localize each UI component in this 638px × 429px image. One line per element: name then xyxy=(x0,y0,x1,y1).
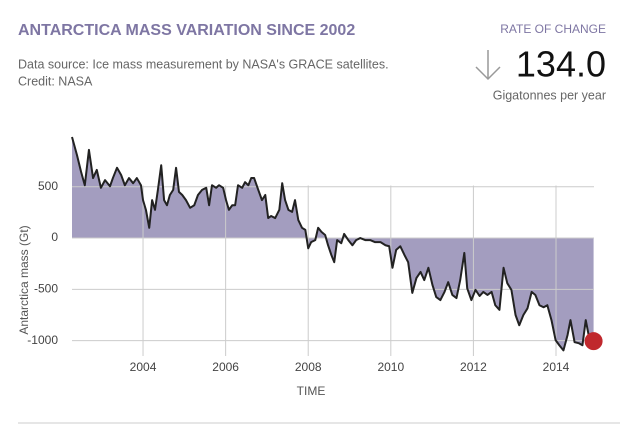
x-tick-label: 2012 xyxy=(460,360,487,374)
y-tick-label: -500 xyxy=(34,282,58,296)
x-tick-label: 2010 xyxy=(377,360,404,374)
x-tick-label: 2006 xyxy=(212,360,239,374)
y-tick-label: 0 xyxy=(51,230,58,244)
rate-label: RATE OF CHANGE xyxy=(500,22,606,36)
x-tick-label: 2004 xyxy=(130,360,157,374)
y-axis-label: Antarctica mass (Gt) xyxy=(17,225,31,334)
subtitle: Credit: NASA xyxy=(18,74,93,88)
last-point-marker xyxy=(584,332,603,351)
rate-unit: Gigatonnes per year xyxy=(493,88,606,102)
y-tick-label: -1000 xyxy=(27,333,58,347)
area xyxy=(72,137,594,351)
chart-title: ANTARCTICA MASS VARIATION SINCE 2002 xyxy=(18,22,355,39)
x-axis-label: TIME xyxy=(297,384,326,398)
rate-value: 134.0 xyxy=(516,44,606,85)
line xyxy=(71,136,595,352)
down-arrow xyxy=(475,50,501,81)
x-tick-label: 2008 xyxy=(295,360,322,374)
subtitle: Data source: Ice mass measurement by NAS… xyxy=(18,57,389,71)
y-tick-label: 500 xyxy=(38,179,58,193)
x-tick-label: 2014 xyxy=(543,360,570,374)
